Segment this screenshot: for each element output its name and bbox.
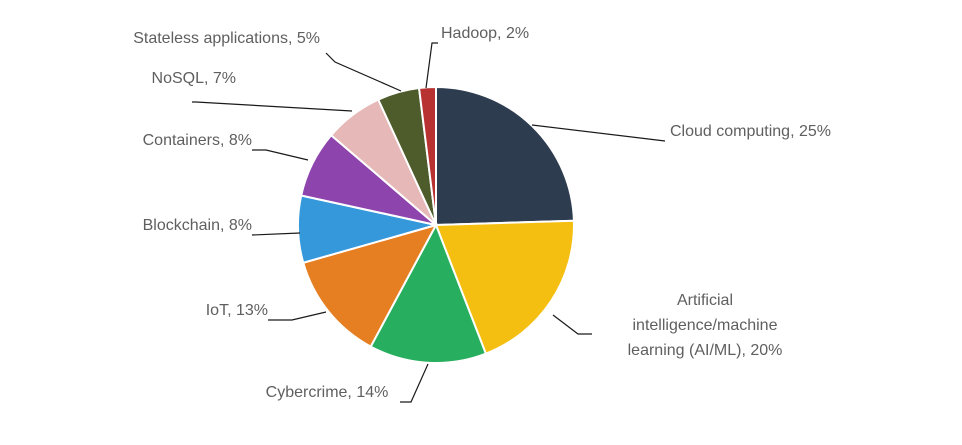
pie-slice-artificial-intelligence-machine-learning-ai-ml (434, 219, 575, 355)
slice-label-hadoop: Hadoop, 2% (441, 25, 529, 42)
pie-slice-hadoop (417, 85, 437, 226)
leader-lines (192, 42, 666, 403)
leader-line-hadoop (425, 42, 438, 89)
slice-label-blockchain: Blockchain, 8% (143, 217, 252, 234)
leader-line-cybercrime (400, 363, 429, 403)
leader-line-cloud-computing (531, 124, 666, 142)
leader-line-artificial-intelligence-machine-learning-ai-ml (552, 314, 592, 335)
pie-slice-cloud-computing (435, 85, 575, 227)
leader-line-nosql (192, 101, 353, 112)
slice-label-cloud-computing: Cloud computing, 25% (670, 123, 831, 140)
leader-line-blockchain (251, 232, 301, 236)
pie-slices (296, 85, 575, 364)
leader-line-stateless-applications (325, 52, 402, 92)
slice-label-iot: IoT, 13% (206, 302, 268, 319)
leader-line-containers (252, 149, 309, 161)
leader-line-iot (268, 311, 327, 321)
slice-label-cybercrime: Cybercrime, 14% (266, 384, 389, 401)
slice-labels: Cloud computing, 25% Artificial intelligen… (133, 25, 831, 401)
pie-slice-iot (302, 223, 438, 348)
slice-label-nosql: NoSQL, 7% (152, 70, 236, 87)
slice-label-artificial-intelligence-machine-learning-ai-ml: Artificial intelligence/machine learning (… (628, 292, 783, 359)
slice-label-stateless-applications: Stateless applications, 5% (133, 30, 320, 47)
pie-slice-cybercrime (369, 222, 488, 364)
slice-label-containers: Containers, 8% (143, 132, 252, 149)
